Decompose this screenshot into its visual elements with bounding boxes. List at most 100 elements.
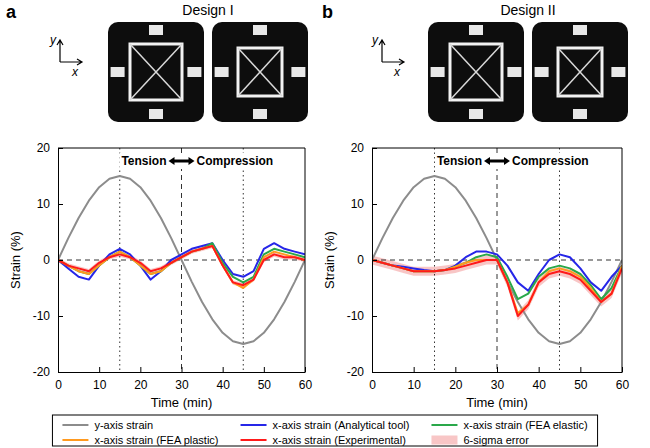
y-tick-label: 10 [37, 197, 51, 211]
reference-line [434, 148, 435, 372]
annotation: Compression [197, 154, 274, 168]
legend-label: x-axis strain (FEA elastic) [463, 419, 587, 431]
y-tick-mark [58, 260, 63, 261]
annotation: Compression [512, 154, 589, 168]
x-tick-label: 20 [449, 378, 463, 392]
x-tick: 40 [532, 367, 546, 392]
x-axis: 0102030405060 [369, 367, 629, 392]
x-tick-label: 50 [574, 378, 588, 392]
axis-indicator: yx [49, 33, 82, 79]
x-tick: 50 [258, 367, 272, 392]
x-tick-mark [622, 367, 623, 372]
y-tick-label: -10 [33, 309, 51, 323]
y-tick: -10 [347, 309, 377, 323]
panel-letter: a [6, 2, 17, 22]
x-tick: 10 [407, 367, 421, 392]
y-tick-mark [372, 204, 377, 205]
x-tick: 20 [134, 367, 148, 392]
panel-letter: b [322, 2, 333, 22]
axis-indicator-label: y [371, 33, 379, 47]
x-tick-mark [305, 367, 306, 372]
x-tick-mark [140, 367, 141, 372]
photo [212, 22, 308, 122]
x-tick: 60 [616, 367, 630, 392]
x-tick-mark [539, 367, 540, 372]
frame [622, 148, 623, 372]
annotations: TensionCompression [119, 153, 275, 169]
y-tick-mark [58, 316, 63, 317]
x-tick-label: 30 [175, 378, 189, 392]
series-line [372, 176, 622, 344]
legend-item: x-axis strain (FEA elastic) [431, 419, 587, 431]
y-axis: -20-1001020 [33, 141, 63, 379]
legend-swatch [431, 436, 457, 445]
figure: aDesign Iyx0102030405060-20-1001020Time … [0, 0, 650, 448]
series-line [58, 246, 305, 288]
axis-indicator-label: x [393, 65, 401, 79]
legend-swatch [241, 439, 267, 441]
x-tick-mark [223, 367, 224, 372]
x-tick: 30 [175, 367, 189, 392]
reference-line [559, 148, 560, 372]
x-axis: 0102030405060 [55, 367, 312, 392]
legend-swatch [62, 439, 88, 441]
legend-label: y-axis strain [94, 419, 153, 431]
x-tick: 40 [216, 367, 230, 392]
x-tick-mark [264, 367, 265, 372]
panel-title: Design II [500, 2, 555, 18]
x-tick-label: 20 [134, 378, 148, 392]
annotation-arrow [484, 157, 510, 165]
legend-item: x-axis strain (FEA plastic) [62, 434, 218, 446]
x-tick-label: 30 [491, 378, 505, 392]
y-tick-mark [58, 204, 63, 205]
y-tick-label: -20 [33, 365, 51, 379]
y-tick: -20 [347, 365, 377, 379]
annotation: Tension [437, 154, 482, 168]
reference-line [243, 148, 244, 372]
y-tick: 20 [351, 141, 377, 155]
panel: bDesign IIyx0102030405060-20-1001020Time… [322, 2, 629, 410]
legend-item: x-axis strain (Experimental) [241, 434, 406, 446]
x-tick-mark [497, 367, 498, 372]
panel: aDesign Iyx0102030405060-20-1001020Time … [6, 2, 312, 410]
x-tick-label: 40 [216, 378, 230, 392]
y-tick: 10 [37, 197, 63, 211]
y-tick: 10 [351, 197, 377, 211]
y-axis: -20 -10 0 10 20 [347, 141, 377, 379]
y-tick-label: -10 [347, 309, 365, 323]
series-line [58, 243, 305, 279]
x-tick-label: 40 [532, 378, 546, 392]
x-tick: 60 [299, 367, 313, 392]
annotations: Tension Compression [435, 153, 591, 169]
legend-label: 6-sigma error [463, 434, 529, 446]
frame [305, 148, 306, 372]
annotation-arrow [169, 157, 195, 165]
y-tick-mark [58, 148, 63, 149]
x-tick-label: 60 [299, 378, 313, 392]
x-tick-mark [99, 367, 100, 372]
panel-title: Design I [182, 2, 233, 18]
series-line [372, 260, 622, 316]
x-tick-label: 10 [407, 378, 421, 392]
x-tick-mark [455, 367, 456, 372]
x-tick: 20 [449, 367, 463, 392]
legend-label: x-axis strain (Experimental) [273, 434, 406, 446]
frame [58, 148, 305, 149]
y-tick-mark [58, 372, 63, 373]
x-axis-line [59, 372, 306, 373]
y-tick: 0 [43, 253, 63, 267]
x-tick: 30 [491, 367, 505, 392]
y-tick-label: 0 [357, 253, 364, 267]
photo [532, 22, 628, 122]
axis-indicator: yx [371, 33, 404, 79]
legend-item: 6-sigma error [431, 434, 529, 446]
legend-swatch [431, 424, 457, 426]
x-axis-title: Time (min) [151, 395, 213, 410]
photo [428, 22, 524, 122]
x-axis-line [373, 372, 623, 373]
legend-item: x-axis strain (Analytical tool) [241, 419, 410, 431]
y-tick-label: 0 [43, 253, 50, 267]
axis-indicator-label: x [71, 65, 79, 79]
frame [372, 148, 622, 149]
reference-line [119, 148, 120, 372]
